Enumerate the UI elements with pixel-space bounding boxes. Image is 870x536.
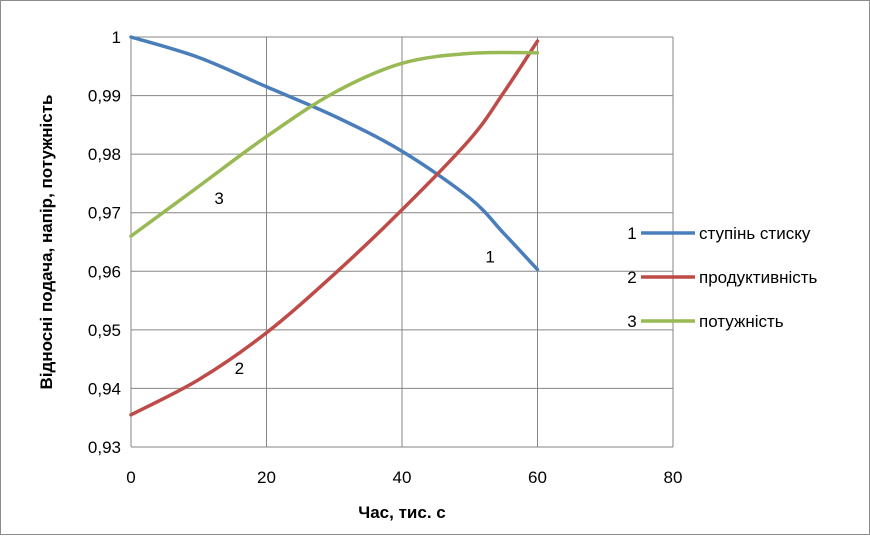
curve-number-label: 2 xyxy=(235,359,244,378)
curve-number-label: 1 xyxy=(485,248,494,267)
x-axis-title: Час, тис. с xyxy=(358,503,445,522)
series-line-2 xyxy=(129,39,540,417)
y-tick-label: 0,99 xyxy=(88,87,121,106)
legend-number: 3 xyxy=(627,312,636,331)
y-tick-label: 0,97 xyxy=(88,204,121,223)
y-tick-label: 0,93 xyxy=(88,438,121,457)
legend-number: 1 xyxy=(627,224,636,243)
curve-number-label: 3 xyxy=(214,189,223,208)
legend-label: потужність xyxy=(699,312,784,331)
y-tick-label: 0,94 xyxy=(88,379,121,398)
legend-label: продуктивність xyxy=(699,268,818,287)
x-tick-label: 0 xyxy=(126,468,135,487)
legend-label: ступінь стиску xyxy=(699,224,811,243)
series-line-1 xyxy=(129,35,540,272)
x-tick-label: 80 xyxy=(664,468,683,487)
legend-number: 2 xyxy=(627,268,636,287)
y-tick-label: 1 xyxy=(112,28,121,47)
series-line-3 xyxy=(129,50,540,238)
x-tick-label: 40 xyxy=(393,468,412,487)
y-tick-label: 0,96 xyxy=(88,262,121,281)
y-tick-label: 0,98 xyxy=(88,145,121,164)
y-axis-title: Відносні подача, напір, потужність xyxy=(37,95,56,390)
x-tick-label: 60 xyxy=(528,468,547,487)
x-tick-label: 20 xyxy=(257,468,276,487)
y-tick-label: 0,95 xyxy=(88,321,121,340)
